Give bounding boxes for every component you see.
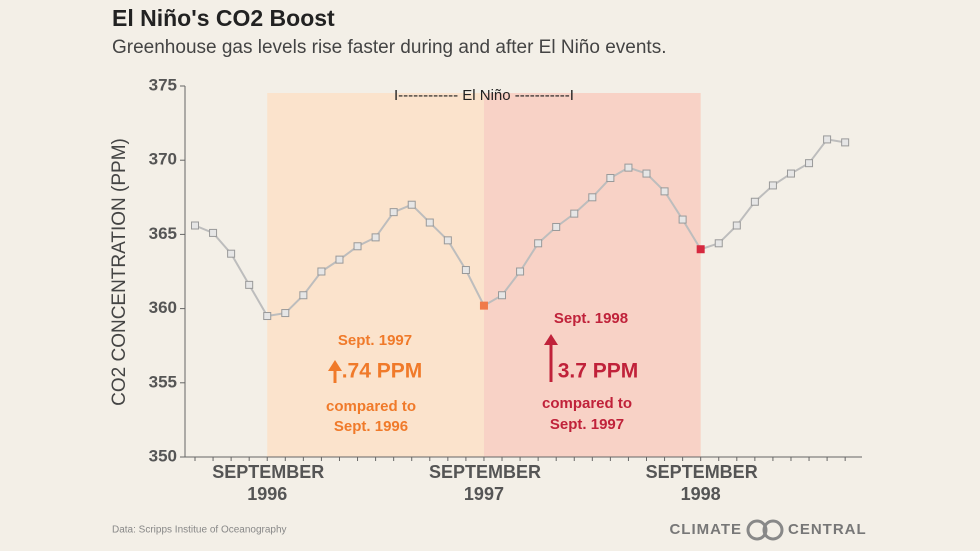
point [805,159,814,168]
point [479,301,488,310]
point [461,266,470,275]
annotation-arrowhead [544,334,558,345]
point [353,242,362,251]
annotation-date: Sept. 1998 [554,310,628,327]
point [425,218,434,227]
point [281,309,290,318]
point [335,255,344,264]
annotation-text: compared to [542,395,632,412]
y-tick-label: 355 [149,372,177,391]
point [407,200,416,209]
point [841,138,850,147]
annotation-date: Sept. 1997 [338,332,412,349]
point [750,197,759,206]
el-nino-span [267,93,484,457]
point [768,181,777,190]
point [823,135,832,144]
point [371,233,380,242]
point [678,215,687,224]
annotation-text: Sept. 1997 [550,416,624,433]
y-tick-label: 370 [149,150,177,169]
point [552,222,561,231]
y-axis-label: CO2 CONCENTRATION (PPM) [109,138,130,406]
source: Data: Scripps Institue of Oceanography [112,525,287,536]
logo-icon [762,519,784,541]
y-tick-label: 350 [149,446,177,465]
x-tick-label: SEPTEMBER 1996 [212,462,325,504]
annotation-text: compared to [326,398,416,415]
y-tick-label: 365 [149,224,177,243]
annotation-arrowhead [328,360,342,371]
x-tick-label: SEPTEMBER 1997 [428,462,541,504]
chart-subtitle: Greenhouse gas levels rise faster during… [112,37,666,58]
point [389,208,398,217]
annotation-value: .74 PPM [342,360,423,383]
logo-text: CENTRAL [788,521,867,538]
point [317,267,326,276]
point [732,221,741,230]
point [299,291,308,300]
point [498,291,507,300]
x-tick-label: SEPTEMBER 1998 [645,462,758,504]
y-tick-label: 360 [149,298,177,317]
y-tick-label: 375 [149,75,177,94]
point [624,163,633,172]
annotation-text: Sept. 1996 [334,418,408,435]
chart-title: El Niño's CO2 Boost [112,5,335,31]
point [660,187,669,196]
logo-text: CLIMATE [669,521,742,538]
point [588,193,597,202]
span-label: I------------ El Niño -----------I [394,87,574,104]
point [209,228,218,237]
point [191,221,199,230]
point [227,249,236,258]
annotation-value: 3.7 PPM [558,360,639,383]
point [570,209,579,218]
logo-icon [746,519,768,541]
point [534,239,543,248]
point [245,280,254,289]
point [443,236,452,245]
point [696,245,705,254]
point [642,169,651,178]
point [714,239,723,248]
point [606,174,615,183]
point [516,267,525,276]
point [786,169,795,178]
point [263,312,272,321]
